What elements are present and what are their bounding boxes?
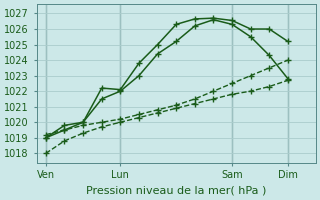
X-axis label: Pression niveau de la mer( hPa ): Pression niveau de la mer( hPa ) [86,186,266,196]
